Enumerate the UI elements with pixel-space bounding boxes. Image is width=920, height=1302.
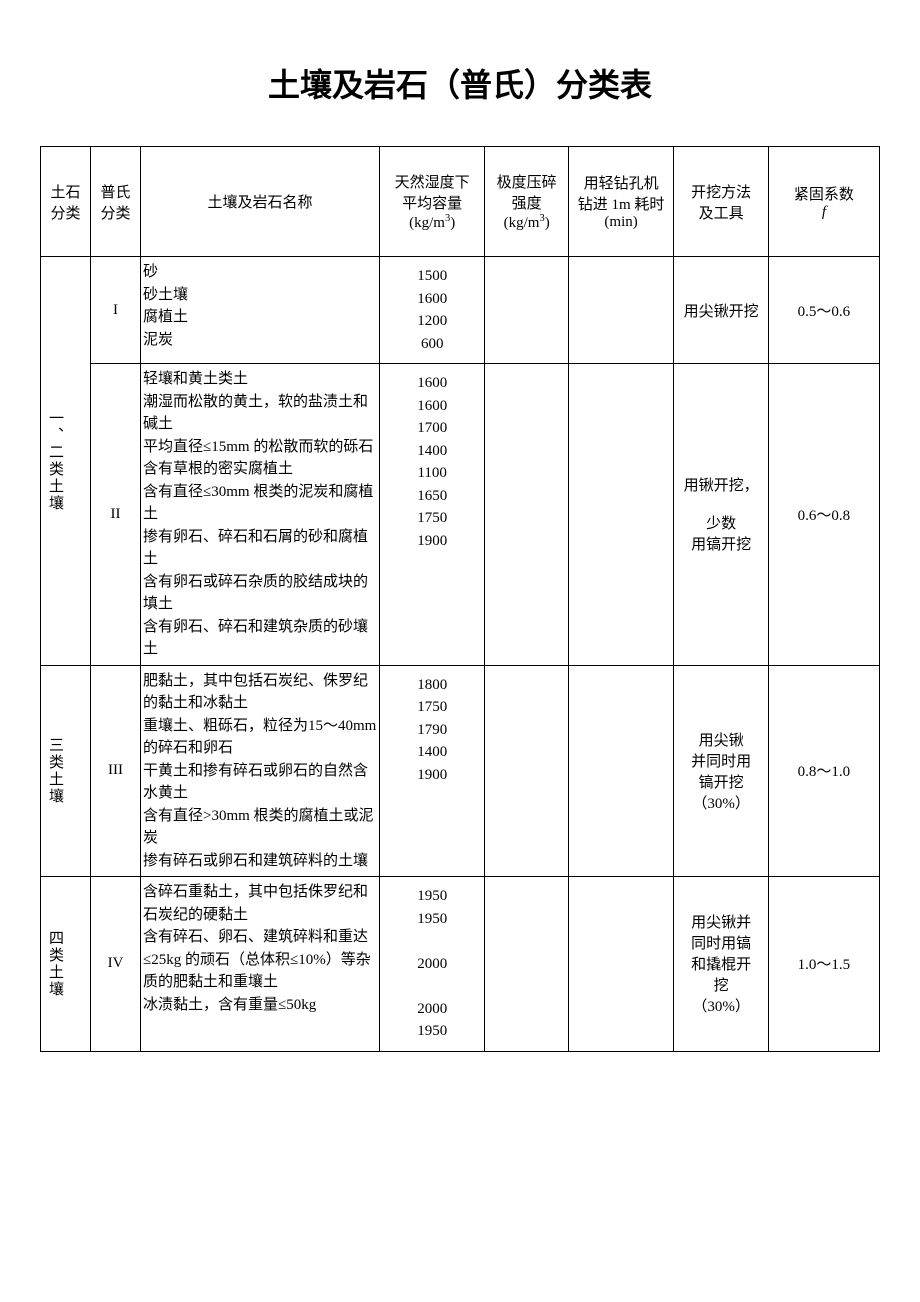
drill-time-cell [568, 257, 674, 364]
density-cell: 150016001200600 [379, 257, 485, 364]
header-col8: 紧固系数 f [768, 147, 879, 257]
table-row: II轻壤和黄土类土潮湿而松散的黄土，软的盐渍土和碱土平均直径≤15mm 的松散而… [41, 364, 880, 666]
strength-cell [485, 877, 568, 1052]
drill-time-cell [568, 364, 674, 666]
pu-class-cell: III [91, 665, 141, 877]
header-col1: 土石分类 [41, 147, 91, 257]
density-cell: 18001750179014001900 [379, 665, 485, 877]
classification-table: 土石分类 普氏分类 土壤及岩石名称 天然湿度下 平均容量 (kg/m3) 极度压… [40, 146, 880, 1052]
header-col3: 土壤及岩石名称 [141, 147, 380, 257]
header-row: 土石分类 普氏分类 土壤及岩石名称 天然湿度下 平均容量 (kg/m3) 极度压… [41, 147, 880, 257]
coefficient-cell: 0.6～0.8 [768, 364, 879, 666]
table-row: 一、二类土壤I砂砂土壤腐植土泥炭150016001200600用尖锹开挖0.5～… [41, 257, 880, 364]
header-col6: 用轻钻孔机 钻进 1m 耗时 (min) [568, 147, 674, 257]
header-col4: 天然湿度下 平均容量 (kg/m3) [379, 147, 485, 257]
description-cell: 轻壤和黄土类土潮湿而松散的黄土，软的盐渍土和碱土平均直径≤15mm 的松散而软的… [141, 364, 380, 666]
category-cell: 四类土壤 [41, 877, 91, 1052]
method-cell: 用尖锹并同时用镐开挖（30%） [674, 665, 768, 877]
header-col5: 极度压碎 强度 (kg/m3) [485, 147, 568, 257]
pu-class-cell: II [91, 364, 141, 666]
drill-time-cell [568, 665, 674, 877]
pu-class-cell: I [91, 257, 141, 364]
description-cell: 砂砂土壤腐植土泥炭 [141, 257, 380, 364]
method-cell: 用尖锹并同时用镐和撬棍开挖（30%） [674, 877, 768, 1052]
strength-cell [485, 665, 568, 877]
coefficient-cell: 0.8～1.0 [768, 665, 879, 877]
method-cell: 用锹开挖， 少数用镐开挖 [674, 364, 768, 666]
strength-cell [485, 257, 568, 364]
method-cell: 用尖锹开挖 [674, 257, 768, 364]
table-row: 三类土壤III肥黏土，其中包括石炭纪、侏罗纪的黏土和冰黏土重壤土、粗砾石，粒径为… [41, 665, 880, 877]
description-cell: 肥黏土，其中包括石炭纪、侏罗纪的黏土和冰黏土重壤土、粗砾石，粒径为15～40mm… [141, 665, 380, 877]
drill-time-cell [568, 877, 674, 1052]
header-col2: 普氏分类 [91, 147, 141, 257]
header-col7: 开挖方法 及工具 [674, 147, 768, 257]
category-cell: 一、二类土壤 [41, 257, 91, 666]
table-row: 四类土壤IV含碎石重黏土，其中包括侏罗纪和石炭纪的硬黏土含有碎石、卵石、建筑碎料… [41, 877, 880, 1052]
coefficient-cell: 0.5～0.6 [768, 257, 879, 364]
pu-class-cell: IV [91, 877, 141, 1052]
density-cell: 16001600170014001100165017501900 [379, 364, 485, 666]
page-title: 土壤及岩石（普氏）分类表 [40, 60, 880, 106]
coefficient-cell: 1.0～1.5 [768, 877, 879, 1052]
strength-cell [485, 364, 568, 666]
category-cell: 三类土壤 [41, 665, 91, 877]
description-cell: 含碎石重黏土，其中包括侏罗纪和石炭纪的硬黏土含有碎石、卵石、建筑碎料和重达≤25… [141, 877, 380, 1052]
density-cell: 19501950 2000 20001950 [379, 877, 485, 1052]
